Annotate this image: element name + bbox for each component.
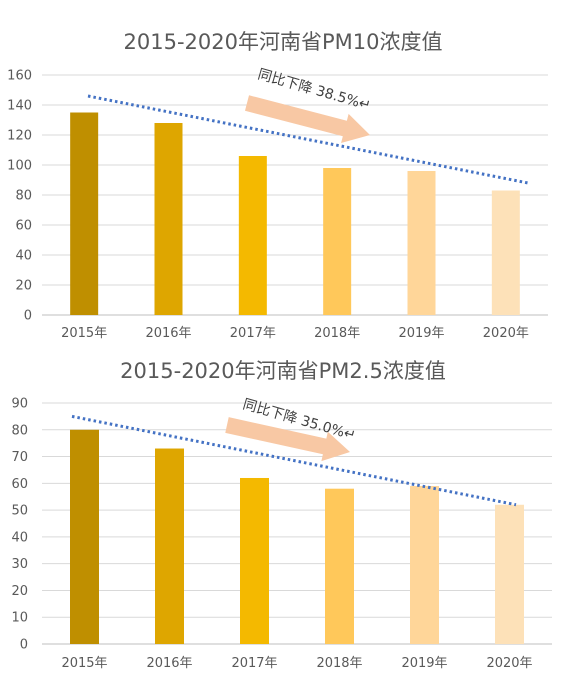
pm10-chart: 2015-2020年河南省PM10浓度值 0 20 40 60 80 100 120 140 1… xyxy=(7,30,548,341)
y-tick-label: 0 xyxy=(24,309,32,324)
x-tick-label: 2020年 xyxy=(483,326,529,341)
y-tick-label: 40 xyxy=(11,530,28,545)
y-tick-label: 90 xyxy=(11,397,28,412)
y-tick-label: 120 xyxy=(7,129,32,144)
bar xyxy=(323,168,352,315)
bar xyxy=(410,486,439,644)
bar xyxy=(70,112,99,315)
bar xyxy=(407,171,436,315)
bar xyxy=(491,190,520,315)
y-tick-label: 140 xyxy=(7,99,32,114)
y-tick-label: 80 xyxy=(11,423,28,438)
y-tick-label: 160 xyxy=(7,69,32,84)
pm10-plot: 0 20 40 60 80 100 120 140 160 2015年 2016年 2017年 2018… xyxy=(7,66,548,341)
x-tick-label: 2019年 xyxy=(398,326,444,341)
y-tick-label: 100 xyxy=(7,159,32,174)
y-tick-label: 50 xyxy=(11,504,28,519)
chart-title: 2015-2020年河南省PM2.5浓度值 xyxy=(120,359,446,383)
bar xyxy=(495,504,524,644)
x-tick-label: 2017年 xyxy=(231,656,277,671)
y-tick-label: 40 xyxy=(15,249,32,264)
bar xyxy=(238,156,267,315)
bar xyxy=(155,448,184,644)
trend-line xyxy=(71,414,517,507)
decrease-arrow xyxy=(225,417,350,462)
x-tick-label: 2016年 xyxy=(145,326,191,341)
x-tick-label: 2015年 xyxy=(61,656,107,671)
y-tick-label: 80 xyxy=(15,189,32,204)
y-tick-label: 20 xyxy=(15,279,32,294)
x-tick-label: 2018年 xyxy=(314,326,360,341)
x-tick-label: 2015年 xyxy=(61,326,107,341)
bar xyxy=(154,123,183,315)
y-tick-label: 60 xyxy=(15,219,32,234)
y-tick-label: 0 xyxy=(20,638,28,653)
x-tick-label: 2017年 xyxy=(230,326,276,341)
y-tick-label: 20 xyxy=(11,584,28,599)
y-tick-label: 30 xyxy=(11,557,28,572)
pm25-chart: 2015-2020年河南省PM2.5浓度值 0 10 20 30 40 50 60 70 80 9… xyxy=(0,345,566,687)
x-tick-label: 2016年 xyxy=(146,656,192,671)
y-tick-label: 60 xyxy=(11,477,28,492)
y-tick-label: 10 xyxy=(11,611,28,626)
x-tick-label: 2020年 xyxy=(486,656,532,671)
x-tick-label: 2018年 xyxy=(316,656,362,671)
pm25-plot: 0 10 20 30 40 50 60 70 80 90 2015年 2016年 2017年 2018年 2… xyxy=(11,396,552,671)
bar xyxy=(240,477,269,644)
bar xyxy=(70,429,99,644)
bar xyxy=(325,488,354,644)
x-tick-label: 2019年 xyxy=(401,656,447,671)
decrease-arrow xyxy=(244,95,370,143)
y-tick-label: 70 xyxy=(11,450,28,465)
chart-title: 2015-2020年河南省PM10浓度值 xyxy=(123,30,443,54)
trend-line xyxy=(87,94,529,185)
